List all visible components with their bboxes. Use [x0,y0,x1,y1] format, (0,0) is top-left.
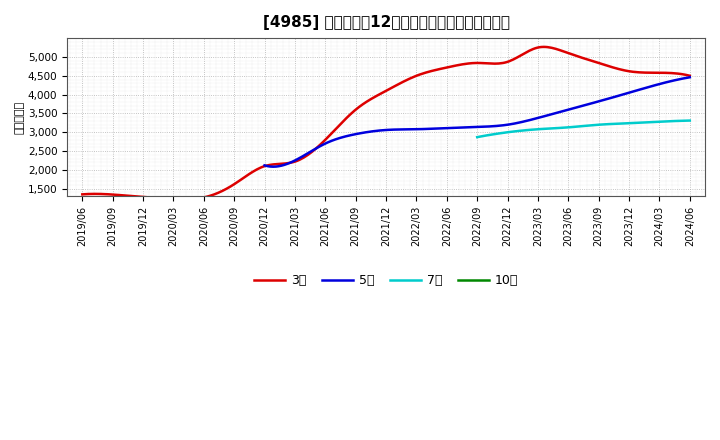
3年 [539,44,548,50]
7年 [685,118,694,123]
7年 [474,134,482,139]
3年 [441,65,450,70]
3年 [440,66,449,71]
Legend: 3年, 5年, 7年, 10年: 3年, 5年, 7年, 10年 [248,269,523,292]
Line: 3年: 3年 [82,47,690,199]
5年 [685,75,694,80]
7年 [603,121,612,127]
3年 [633,70,642,75]
5年 [261,163,270,169]
5年 [620,92,629,97]
Line: 5年: 5年 [264,77,690,167]
5年 [269,164,277,169]
7年 [665,118,674,124]
Line: 7年: 7年 [477,121,690,137]
3年 [181,196,190,202]
5年 [515,120,523,125]
7年 [473,135,482,140]
7年 [600,122,608,127]
7年 [652,119,661,125]
5年 [522,118,531,124]
3年 [80,191,89,197]
Title: [4985] 当期純利益12か月移動合計の平均値の推移: [4985] 当期純利益12か月移動合計の平均値の推移 [263,15,510,30]
5年 [513,120,522,125]
Y-axis label: （百万円）: （百万円） [15,101,25,134]
5年 [647,84,656,89]
3年 [685,73,694,78]
3年 [452,63,461,68]
5年 [260,163,269,168]
3年 [78,192,86,197]
7年 [599,122,608,127]
3年 [594,60,603,66]
